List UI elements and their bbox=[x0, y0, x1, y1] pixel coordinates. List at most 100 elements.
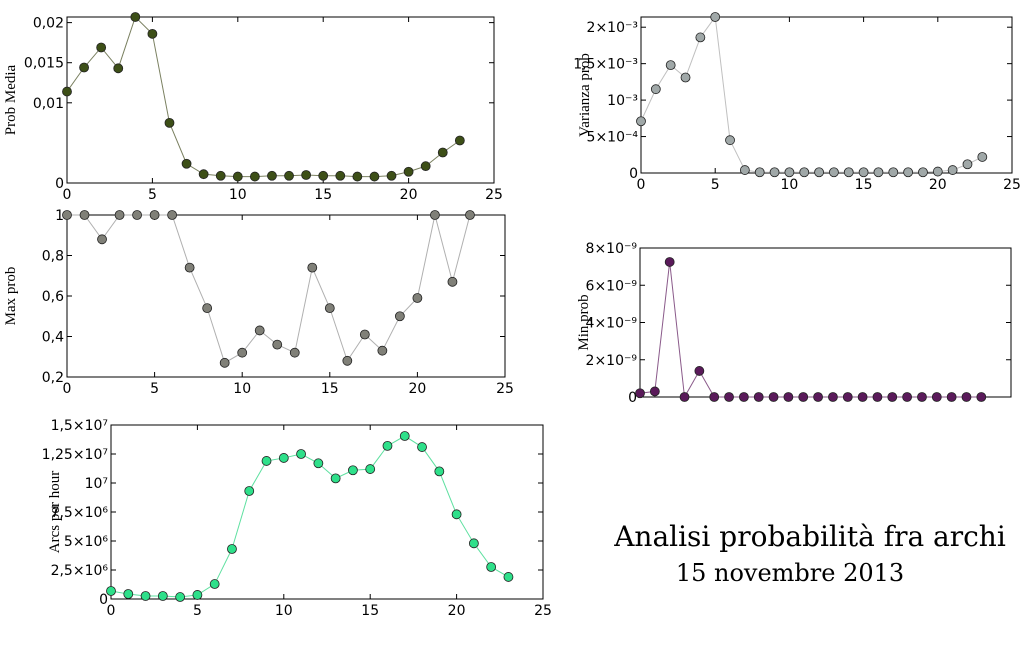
point bbox=[215, 170, 226, 181]
point bbox=[140, 591, 151, 601]
y-axis-label: Min prob bbox=[576, 294, 592, 350]
x-tick-label: 0 bbox=[637, 177, 646, 193]
line bbox=[66, 16, 461, 178]
y-axis-label: Max prob bbox=[3, 267, 19, 326]
point bbox=[437, 147, 448, 158]
y-tick-label: 2×10⁻³ bbox=[587, 20, 638, 36]
x-tick-label: 10 bbox=[229, 187, 247, 203]
point bbox=[267, 170, 277, 181]
series bbox=[635, 257, 987, 402]
point bbox=[324, 303, 335, 314]
y-tick-label: 0,8 bbox=[42, 249, 64, 265]
x-tick-label: 5 bbox=[711, 177, 720, 193]
x-tick-label: 15 bbox=[321, 381, 339, 397]
point bbox=[289, 347, 300, 358]
point bbox=[249, 171, 260, 182]
x-tick-label: 20 bbox=[400, 187, 418, 203]
y-axis-label: Varianza prob bbox=[577, 53, 593, 137]
point bbox=[724, 392, 734, 402]
y-tick-label: 4×10⁻⁹ bbox=[586, 316, 638, 332]
point bbox=[829, 167, 839, 178]
x-tick-label: 25 bbox=[1003, 177, 1021, 193]
point bbox=[946, 392, 957, 402]
y-tick-label: 1,25×10⁷ bbox=[42, 447, 108, 463]
point bbox=[198, 169, 209, 180]
point bbox=[784, 167, 795, 178]
point bbox=[932, 166, 943, 177]
line bbox=[640, 15, 983, 173]
point bbox=[202, 303, 213, 314]
point bbox=[902, 392, 913, 402]
x-tick-label: 25 bbox=[534, 603, 552, 619]
point bbox=[857, 392, 868, 402]
point bbox=[417, 442, 427, 452]
y-tick-label: 1,5×10⁻³ bbox=[573, 57, 638, 73]
point bbox=[451, 509, 462, 520]
point bbox=[465, 210, 475, 220]
y-tick-label: 0,01 bbox=[33, 96, 64, 112]
x-tick-label: 25 bbox=[496, 381, 514, 397]
point bbox=[97, 234, 107, 245]
point bbox=[468, 538, 479, 549]
y-tick-label: 1,5×10⁷ bbox=[51, 418, 108, 434]
point bbox=[931, 392, 942, 402]
point bbox=[679, 392, 690, 402]
point bbox=[725, 135, 735, 146]
y-tick-label: 1 bbox=[55, 208, 64, 224]
y-tick-label: 0,6 bbox=[42, 289, 64, 305]
figure-title: Analisi probabilità fra archi bbox=[613, 520, 1006, 553]
point bbox=[130, 12, 141, 22]
point bbox=[768, 392, 779, 402]
point bbox=[62, 86, 72, 97]
point bbox=[888, 167, 899, 178]
y-tick-label: 0 bbox=[628, 390, 637, 406]
point bbox=[843, 167, 854, 178]
y-tick-label: 7,5×10⁶ bbox=[51, 505, 109, 521]
point bbox=[192, 590, 203, 600]
point bbox=[695, 32, 706, 43]
point bbox=[947, 165, 958, 175]
point bbox=[348, 465, 358, 476]
y-tick-label: 0 bbox=[629, 166, 638, 182]
x-tick-label: 15 bbox=[855, 177, 873, 193]
series bbox=[106, 431, 514, 602]
point bbox=[664, 257, 675, 267]
point bbox=[209, 579, 220, 589]
plot-frame bbox=[66, 16, 495, 184]
point bbox=[962, 159, 973, 170]
y-tick-label: 5×10⁶ bbox=[64, 534, 108, 550]
y-tick-label: 0 bbox=[55, 176, 64, 192]
point bbox=[147, 28, 158, 39]
point bbox=[814, 167, 824, 178]
point bbox=[420, 161, 431, 172]
x-tick-label: 5 bbox=[148, 187, 157, 203]
point bbox=[365, 464, 376, 474]
plot-frame bbox=[640, 16, 1013, 174]
point bbox=[219, 357, 230, 368]
point bbox=[167, 210, 178, 220]
x-tick-label: 10 bbox=[233, 381, 251, 397]
y-tick-label: 10⁻³ bbox=[607, 93, 638, 109]
x-tick-label: 15 bbox=[361, 603, 379, 619]
point bbox=[359, 329, 370, 340]
point bbox=[738, 392, 749, 402]
plot-frame bbox=[110, 424, 544, 600]
series bbox=[62, 12, 465, 182]
point bbox=[318, 170, 329, 181]
y-tick-label: 6×10⁻⁹ bbox=[586, 278, 638, 294]
point bbox=[872, 392, 883, 402]
point bbox=[680, 72, 691, 83]
point bbox=[399, 431, 410, 441]
point bbox=[813, 392, 823, 402]
plot-frame bbox=[66, 214, 506, 378]
point bbox=[412, 293, 423, 303]
point bbox=[961, 392, 972, 402]
y-tick-label: 10⁷ bbox=[85, 476, 108, 492]
point bbox=[635, 388, 645, 399]
point bbox=[754, 167, 765, 178]
point bbox=[903, 167, 914, 178]
point bbox=[430, 210, 440, 220]
point bbox=[330, 473, 341, 484]
point bbox=[227, 544, 237, 554]
point bbox=[352, 171, 363, 182]
